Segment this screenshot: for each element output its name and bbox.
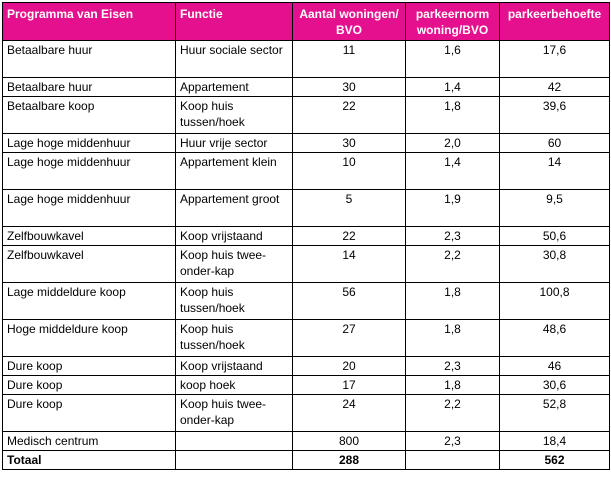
header-parkeernorm: parkeernorm woning/BVO — [405, 2, 500, 41]
table-row: Dure koop Koop vrijstaand 20 2,3 46 — [2, 356, 610, 376]
aantal-cell: 30 — [292, 133, 406, 153]
programma-cell: Lage hoge middenhuur — [2, 189, 176, 227]
functie-cell: Koop huis tussen/hoek — [175, 96, 293, 134]
parkeerbehoefte-cell: 17,6 — [499, 40, 610, 78]
table-row: Lage hoge middenhuur Huur vrije sector 30 2… — [2, 133, 610, 153]
table-row: Dure koop Koop huis twee-onder-kap 24 2,2 52… — [2, 394, 610, 432]
programma-cell: Lage hoge middenhuur — [2, 133, 176, 153]
aantal-cell: 22 — [292, 226, 406, 246]
programma-cell: Dure koop — [2, 394, 176, 432]
programma-cell: Betaalbare huur — [2, 77, 176, 97]
parkeernorm-cell: 2,0 — [405, 133, 500, 153]
functie-cell: Koop huis tussen/hoek — [175, 282, 293, 320]
total-aantal: 288 — [292, 450, 406, 470]
header-aantal: Aantal woningen/ BVO — [292, 2, 406, 41]
aantal-cell: 27 — [292, 319, 406, 357]
table-row: Betaalbare koop Koop huis tussen/hoek 22 1,… — [2, 96, 610, 134]
parkeernorm-cell: 1,9 — [405, 189, 500, 227]
parkeerbehoefte-cell: 52,8 — [499, 394, 610, 432]
parkeernorm-cell: 2,2 — [405, 394, 500, 432]
programma-cell: Lage middeldure koop — [2, 282, 176, 320]
parkeerbehoefte-cell: 46 — [499, 356, 610, 376]
parkeerbehoefte-cell: 14 — [499, 152, 610, 190]
functie-cell: koop hoek — [175, 375, 293, 395]
programma-cell: Betaalbare huur — [2, 40, 176, 78]
aantal-cell: 10 — [292, 152, 406, 190]
header-row: Programma van Eisen Functie Aantal wonin… — [2, 2, 610, 41]
aantal-cell: 56 — [292, 282, 406, 320]
table-row: Medisch centrum 800 2,3 18,4 — [2, 431, 610, 451]
parkeernorm-cell: 1,4 — [405, 77, 500, 97]
programma-cell: Zelfbouwkavel — [2, 245, 176, 283]
table-row: Betaalbare huur Huur sociale sector 11 1,6 1… — [2, 40, 610, 78]
functie-cell: Appartement groot — [175, 189, 293, 227]
parkeerbehoefte-cell: 100,8 — [499, 282, 610, 320]
aantal-cell: 17 — [292, 375, 406, 395]
parkeerbehoefte-cell: 48,6 — [499, 319, 610, 357]
header-parkeerbehoefte: parkeerbehoefte — [499, 2, 610, 41]
programma-cell: Lage hoge middenhuur — [2, 152, 176, 190]
functie-cell: Koop huis twee-onder-kap — [175, 394, 293, 432]
parkeerbehoefte-cell: 9,5 — [499, 189, 610, 227]
programma-cell: Hoge middeldure koop — [2, 319, 176, 357]
parkeernorm-cell: 1,6 — [405, 40, 500, 78]
parkeernorm-cell: 1,8 — [405, 319, 500, 357]
total-label: Totaal — [2, 450, 176, 470]
parkeernorm-cell: 2,2 — [405, 245, 500, 283]
functie-cell: Koop vrijstaand — [175, 356, 293, 376]
functie-cell: Appartement klein — [175, 152, 293, 190]
parkeernorm-cell: 1,8 — [405, 282, 500, 320]
aantal-cell: 24 — [292, 394, 406, 432]
parkeerbehoefte-cell: 30,8 — [499, 245, 610, 283]
programma-cell: Betaalbare koop — [2, 96, 176, 134]
table-row: Lage hoge middenhuur Appartement groot 5 1,… — [2, 189, 610, 227]
functie-cell: Huur vrije sector — [175, 133, 293, 153]
parkeernorm-cell: 2,3 — [405, 226, 500, 246]
parkeerbehoefte-cell: 50,6 — [499, 226, 610, 246]
programma-cell: Medisch centrum — [2, 431, 176, 451]
parkeerbehoefte-cell: 18,4 — [499, 431, 610, 451]
table-row: Zelfbouwkavel Koop vrijstaand 22 2,3 50,6 — [2, 226, 610, 246]
functie-cell — [175, 431, 293, 451]
aantal-cell: 11 — [292, 40, 406, 78]
parkeernorm-cell: 1,8 — [405, 375, 500, 395]
parkeerbehoefte-cell: 39,6 — [499, 96, 610, 134]
header-programma: Programma van Eisen — [2, 2, 176, 41]
parking-table: Programma van Eisen Functie Aantal wonin… — [2, 2, 610, 470]
total-parkeernorm — [405, 450, 500, 470]
parkeernorm-cell: 1,8 — [405, 96, 500, 134]
table-row: Zelfbouwkavel Koop huis twee-onder-kap 14 2… — [2, 245, 610, 283]
programma-cell: Dure koop — [2, 356, 176, 376]
table-row: Lage middeldure koop Koop huis tussen/hoe… — [2, 282, 610, 320]
parkeerbehoefte-cell: 30,6 — [499, 375, 610, 395]
aantal-cell: 22 — [292, 96, 406, 134]
aantal-cell: 800 — [292, 431, 406, 451]
table-row: Hoge middeldure koop Koop huis tussen/hoe… — [2, 319, 610, 357]
programma-cell: Zelfbouwkavel — [2, 226, 176, 246]
parkeerbehoefte-cell: 60 — [499, 133, 610, 153]
header-functie: Functie — [175, 2, 293, 41]
aantal-cell: 30 — [292, 77, 406, 97]
functie-cell: Huur sociale sector — [175, 40, 293, 78]
programma-cell: Dure koop — [2, 375, 176, 395]
functie-cell: Koop huis tussen/hoek — [175, 319, 293, 357]
parkeernorm-cell: 2,3 — [405, 431, 500, 451]
parkeerbehoefte-cell: 42 — [499, 77, 610, 97]
parkeernorm-cell: 1,4 — [405, 152, 500, 190]
table-row: Lage hoge middenhuur Appartement klein 10 1… — [2, 152, 610, 190]
functie-cell: Koop vrijstaand — [175, 226, 293, 246]
aantal-cell: 20 — [292, 356, 406, 376]
parkeernorm-cell: 2,3 — [405, 356, 500, 376]
table-row: Dure koop koop hoek 17 1,8 30,6 — [2, 375, 610, 395]
table-row: Betaalbare huur Appartement 30 1,4 42 — [2, 77, 610, 97]
total-parkeerbehoefte: 562 — [499, 450, 610, 470]
functie-cell: Appartement — [175, 77, 293, 97]
aantal-cell: 14 — [292, 245, 406, 283]
functie-cell: Koop huis twee-onder-kap — [175, 245, 293, 283]
total-functie — [175, 450, 293, 470]
total-row: Totaal 288 562 — [2, 450, 610, 470]
aantal-cell: 5 — [292, 189, 406, 227]
